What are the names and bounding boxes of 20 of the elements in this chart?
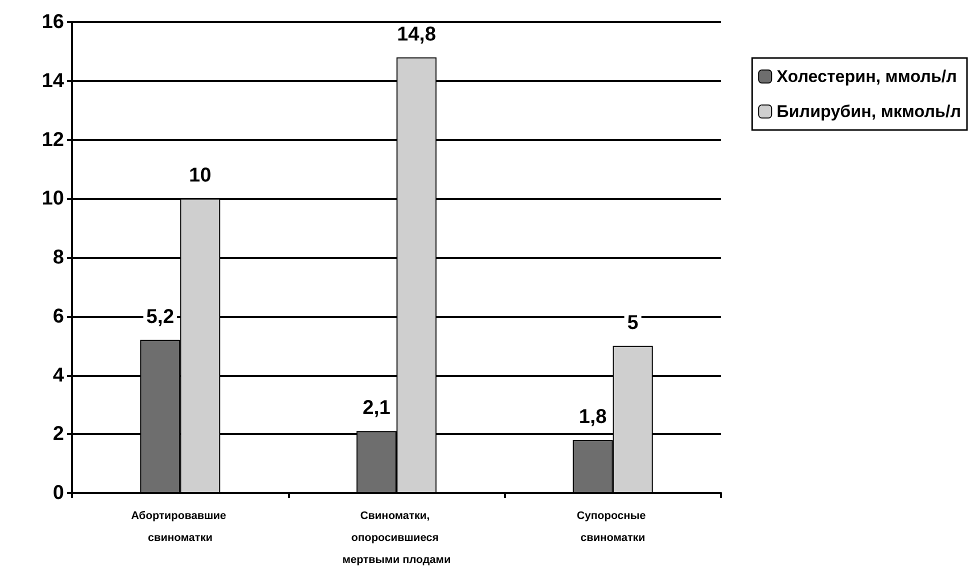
y-tick-label: 10 [42,188,64,210]
data-label: 5,2 [146,306,174,328]
data-label: 1,8 [578,406,607,428]
legend-label: Холестерин, ммоль/л [776,67,957,86]
x-tick-label: Свиноматки, опоросившиеся мертвыми плодами [342,510,451,566]
data-label: 2,1 [362,397,390,420]
y-tick-label: 12 [42,128,64,151]
y-tick-label: 6 [52,305,64,328]
data-label: 10 [189,164,212,187]
y-tick-label: 0 [52,482,64,504]
data-label: 5 [627,312,638,334]
y-tick-label: 2 [52,423,64,446]
x-tick-label: Абортировавшие свиноматки [131,510,230,544]
y-tick-label: 14 [42,70,65,92]
y-tick-label: 8 [52,246,64,268]
y-tick-label: 4 [52,364,65,386]
x-tick-label: Супоросные свиноматки [576,510,649,544]
legend-label: Билирубин, мкмоль/л [776,102,962,121]
y-tick-label: 16 [42,11,64,33]
data-label: 14,8 [397,23,436,46]
